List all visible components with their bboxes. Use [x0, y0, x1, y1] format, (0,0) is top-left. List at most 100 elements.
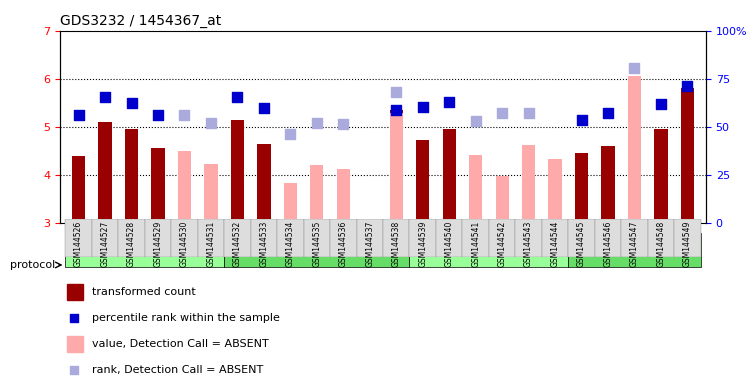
Text: GSM144526: GSM144526	[74, 221, 83, 267]
Point	[311, 120, 323, 126]
Text: GSM144534: GSM144534	[286, 221, 295, 267]
Point	[285, 131, 297, 137]
Point	[496, 110, 508, 116]
Text: GSM144547: GSM144547	[630, 221, 639, 267]
Text: GDS3232 / 1454367_at: GDS3232 / 1454367_at	[60, 14, 222, 28]
Text: chimpanzee diet: chimpanzee diet	[98, 245, 192, 255]
Text: GSM144529: GSM144529	[153, 221, 162, 267]
Point	[575, 116, 587, 122]
Text: transformed count: transformed count	[92, 287, 196, 297]
Text: GSM144531: GSM144531	[207, 221, 216, 267]
Text: GSM144542: GSM144542	[498, 221, 507, 267]
Bar	[548, 159, 562, 223]
Point	[655, 101, 667, 107]
Text: GSM144548: GSM144548	[656, 221, 665, 267]
Text: GSM144544: GSM144544	[550, 221, 559, 267]
Bar	[72, 156, 85, 223]
Bar	[98, 122, 112, 223]
FancyBboxPatch shape	[647, 219, 674, 257]
Bar	[231, 119, 244, 223]
FancyBboxPatch shape	[595, 219, 621, 257]
Point	[523, 110, 535, 116]
FancyBboxPatch shape	[409, 233, 569, 267]
FancyBboxPatch shape	[569, 233, 701, 267]
Text: human fast food diet: human fast food diet	[258, 245, 376, 255]
Bar	[125, 129, 138, 223]
Bar	[284, 184, 297, 223]
Text: GSM144546: GSM144546	[604, 221, 613, 267]
Point	[73, 112, 85, 118]
Text: control: control	[615, 245, 654, 255]
FancyBboxPatch shape	[515, 219, 541, 257]
Text: GSM144532: GSM144532	[233, 221, 242, 267]
Text: GSM144537: GSM144537	[365, 221, 374, 267]
Text: human cafe diet: human cafe diet	[443, 245, 535, 255]
Bar	[390, 110, 403, 223]
Point	[602, 110, 614, 116]
Point	[152, 112, 164, 118]
Text: rank, Detection Call = ABSENT: rank, Detection Call = ABSENT	[92, 365, 264, 375]
FancyBboxPatch shape	[436, 219, 463, 257]
FancyBboxPatch shape	[541, 219, 569, 257]
Text: percentile rank within the sample: percentile rank within the sample	[92, 313, 280, 323]
FancyBboxPatch shape	[303, 219, 330, 257]
FancyBboxPatch shape	[65, 219, 92, 257]
FancyBboxPatch shape	[489, 219, 515, 257]
FancyBboxPatch shape	[383, 219, 409, 257]
FancyBboxPatch shape	[145, 219, 171, 257]
Bar	[204, 164, 218, 223]
Point	[391, 107, 403, 113]
FancyBboxPatch shape	[463, 219, 489, 257]
Bar	[602, 146, 614, 223]
Text: GSM144540: GSM144540	[445, 221, 454, 267]
Point	[99, 94, 111, 100]
Bar	[522, 145, 535, 223]
Bar	[442, 129, 456, 223]
FancyBboxPatch shape	[198, 219, 225, 257]
Point	[125, 100, 137, 106]
Text: GSM144533: GSM144533	[259, 221, 268, 267]
Bar	[575, 153, 588, 223]
FancyBboxPatch shape	[409, 219, 436, 257]
FancyBboxPatch shape	[251, 219, 277, 257]
Point	[231, 94, 243, 100]
Bar	[416, 140, 430, 223]
Bar	[469, 155, 482, 223]
Bar	[67, 336, 83, 352]
Bar	[336, 169, 350, 223]
FancyBboxPatch shape	[357, 219, 383, 257]
Bar	[654, 129, 668, 223]
Text: GSM144527: GSM144527	[101, 221, 110, 267]
FancyBboxPatch shape	[330, 219, 357, 257]
Text: GSM144539: GSM144539	[418, 221, 427, 267]
Bar	[258, 144, 270, 223]
Bar	[628, 76, 641, 223]
FancyBboxPatch shape	[621, 219, 647, 257]
Text: protocol: protocol	[10, 260, 55, 270]
Text: GSM144536: GSM144536	[339, 221, 348, 267]
FancyBboxPatch shape	[65, 233, 225, 267]
Bar	[67, 284, 83, 300]
Point	[205, 120, 217, 126]
FancyBboxPatch shape	[674, 219, 701, 257]
FancyBboxPatch shape	[225, 233, 409, 267]
Bar	[390, 113, 403, 223]
Point	[391, 89, 403, 95]
Point	[258, 106, 270, 112]
Bar	[681, 88, 694, 223]
Point	[417, 104, 429, 110]
Text: GSM144535: GSM144535	[312, 221, 321, 267]
Text: GSM144538: GSM144538	[392, 221, 401, 267]
Point	[469, 118, 481, 124]
Text: value, Detection Call = ABSENT: value, Detection Call = ABSENT	[92, 339, 269, 349]
FancyBboxPatch shape	[92, 219, 119, 257]
Text: GSM144543: GSM144543	[524, 221, 533, 267]
FancyBboxPatch shape	[277, 219, 303, 257]
Point	[681, 83, 693, 89]
Bar	[178, 151, 191, 223]
Text: GSM144541: GSM144541	[471, 221, 480, 267]
Bar	[310, 165, 324, 223]
FancyBboxPatch shape	[569, 219, 595, 257]
Bar	[496, 176, 508, 223]
Text: GSM144549: GSM144549	[683, 221, 692, 267]
